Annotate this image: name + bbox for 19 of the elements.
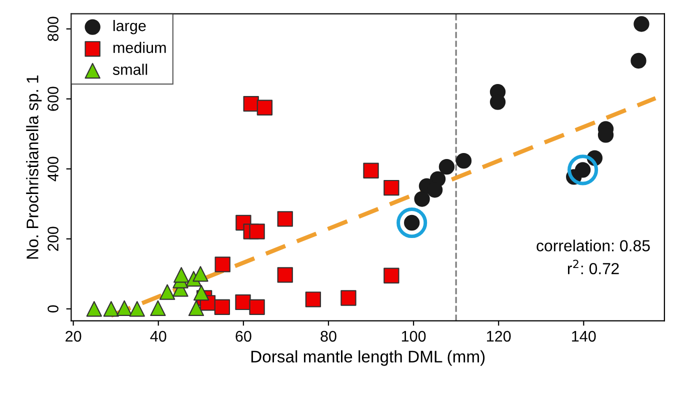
- annotation: r$^{2}$: 0.72: [568, 260, 619, 274]
- legend-label: large: [113, 20, 146, 34]
- y-tick-label: 200: [48, 226, 58, 251]
- annotation: correlation: 0.85: [536, 240, 650, 252]
- legend-label: medium: [113, 42, 166, 54]
- y-axis-title: No. Prochristianella sp. 1: [26, 75, 42, 259]
- x-tick-label: 20: [66, 330, 82, 342]
- y-tick-label: 0: [48, 305, 58, 313]
- y-tick-label: 400: [48, 156, 58, 182]
- x-tick-label: 60: [236, 330, 252, 342]
- x-tick-label: 40: [150, 330, 166, 342]
- x-tick-label: 120: [487, 330, 511, 342]
- legend-label: small: [112, 64, 148, 75]
- y-tick-label: 800: [48, 16, 58, 41]
- x-tick-label: 100: [402, 330, 426, 342]
- y-tick-label: 600: [48, 86, 58, 111]
- x-tick-label: 80: [320, 330, 336, 342]
- x-axis-title: Dorsal mantle length DML (mm): [251, 350, 485, 366]
- x-tick-label: 140: [572, 330, 596, 342]
